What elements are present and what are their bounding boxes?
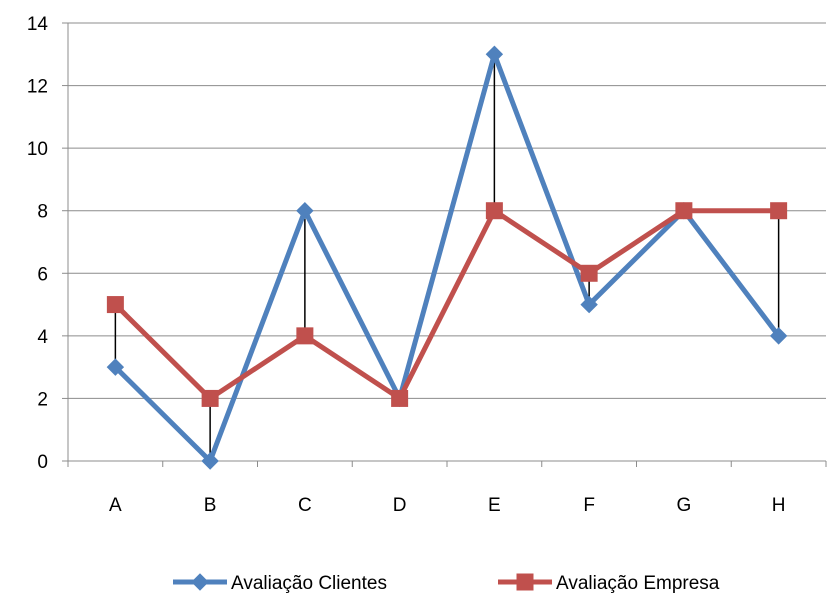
series-2-point-D <box>391 389 409 407</box>
series-1-point-F <box>580 295 598 314</box>
series-lines <box>112 51 782 464</box>
series-line-2 <box>112 208 782 401</box>
y-tick-label-14: 14 <box>27 14 49 35</box>
series-line-1 <box>112 51 782 464</box>
x-tick-label-F: F <box>583 495 595 516</box>
legend-marker-2 <box>516 573 534 591</box>
axes <box>62 22 827 467</box>
legend: Avaliação Clientes Avaliação Empresa <box>173 573 720 594</box>
y-tick-label-10: 10 <box>27 139 48 160</box>
series-1-point-C <box>296 202 314 220</box>
series-2-point-F <box>580 264 598 282</box>
x-tick-label-G: G <box>676 495 691 516</box>
series-1-point-B <box>201 452 219 470</box>
legend-label-1: Avaliação Clientes <box>231 573 387 594</box>
series-1-point-A <box>106 358 125 376</box>
y-tick-label-6: 6 <box>37 264 48 285</box>
legend-label-2: Avaliação Empresa <box>556 573 720 594</box>
x-tick-label-H: H <box>772 495 786 516</box>
series-2-point-H <box>770 202 788 220</box>
x-tick-label-E: E <box>488 495 501 516</box>
series-1-point-E <box>485 45 504 63</box>
x-tick-labels: A B C D E F G H <box>109 495 785 516</box>
series-2-point-A <box>106 296 124 314</box>
y-tick-labels: 0 2 4 6 8 10 12 14 <box>27 14 49 473</box>
x-tick-label-B: B <box>204 495 217 516</box>
x-tick-label-C: C <box>298 495 312 516</box>
y-tick-label-0: 0 <box>37 452 48 473</box>
gridlines <box>68 22 826 399</box>
series-2-point-B <box>201 389 219 407</box>
series-2-point-G <box>675 202 693 220</box>
series-markers <box>106 45 788 470</box>
series-2-point-C <box>296 327 314 345</box>
y-tick-label-8: 8 <box>37 202 48 223</box>
series-1-point-H <box>769 327 788 345</box>
series-2-point-E <box>485 202 503 220</box>
x-tick-label-D: D <box>393 495 407 516</box>
legend-marker-1 <box>191 573 209 591</box>
y-tick-label-4: 4 <box>37 327 48 348</box>
y-tick-label-12: 12 <box>27 77 48 98</box>
x-tick-label-A: A <box>109 495 122 516</box>
y-tick-label-2: 2 <box>37 389 48 410</box>
